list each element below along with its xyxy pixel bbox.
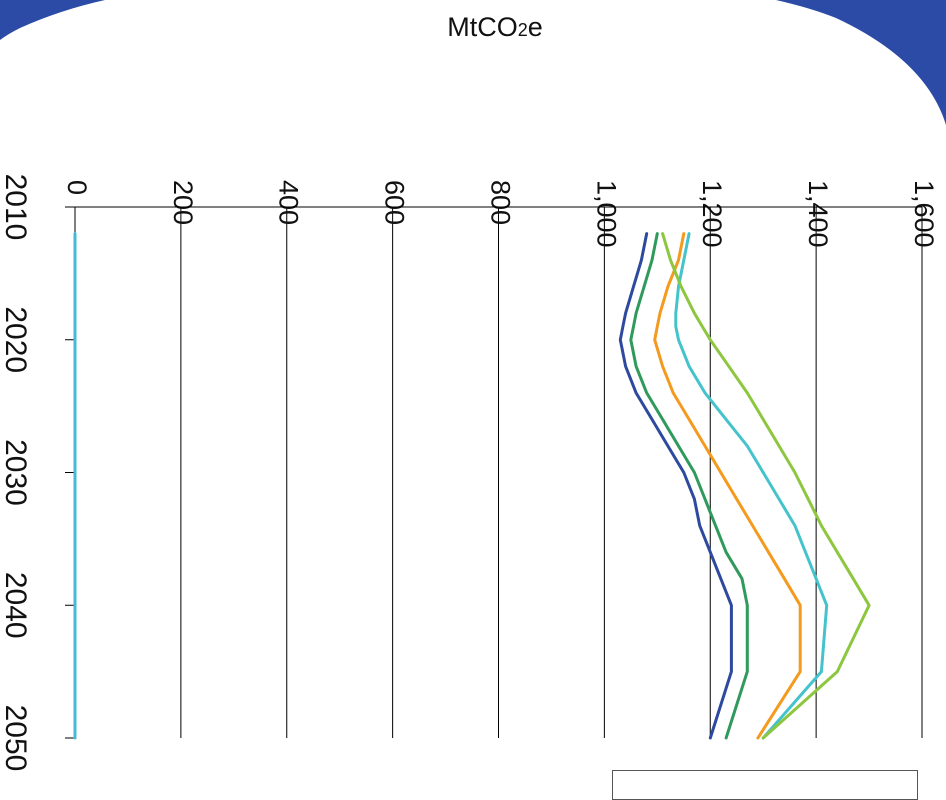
emissions-line-chart: 0 200 400 600 800 1,000 1,200 1,400 1,600 2010 202… [0,174,939,772]
value-axis-title-main: MtCO [447,12,518,42]
value-axis-title-end: e [527,12,543,42]
value-tick-label: 600 [380,180,410,225]
year-tick-label: 2030 [0,439,32,506]
legend-box [612,770,918,800]
series-line-4 [674,232,829,740]
value-axis-title-subscript: 2 [517,20,528,40]
year-tick-label: 2050 [0,705,32,772]
value-tick-label: 1,600 [909,180,939,248]
value-tick-label: 1,200 [697,180,727,248]
series-line-3 [653,232,802,740]
year-tick-label: 2020 [0,306,32,373]
value-tick-label: 800 [485,180,515,225]
corner-decoration-left [0,0,105,40]
year-tick-label: 2010 [0,174,32,241]
series-line-1 [618,232,733,740]
value-tick-label: 1,000 [591,180,621,248]
value-tick-label: 1,400 [803,180,833,248]
value-axis-title: MtCO2e [395,12,595,43]
value-tick-label: 0 [62,180,92,195]
value-tick-label: 400 [274,180,304,225]
value-tick-label: 200 [168,180,198,225]
series-line-5 [661,232,871,740]
corner-decoration-right [776,0,946,125]
year-tick-label: 2040 [0,572,32,639]
series-line-2 [629,232,749,740]
